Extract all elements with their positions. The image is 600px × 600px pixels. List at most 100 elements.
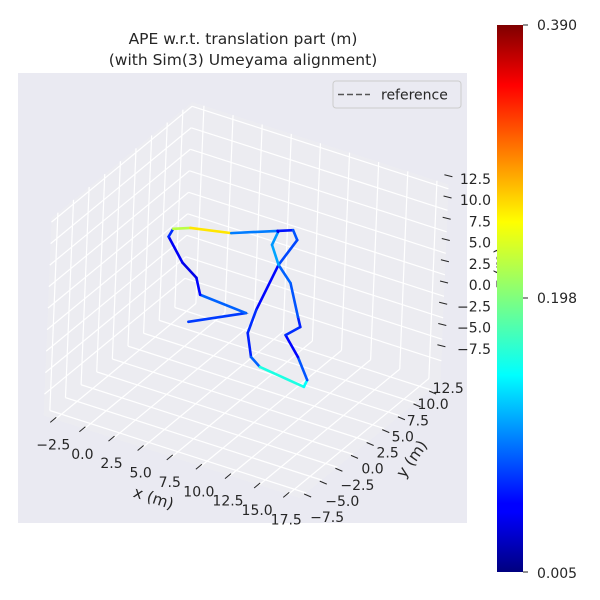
tick-mark xyxy=(350,454,359,459)
z-tick-label: 12.5 xyxy=(460,172,491,188)
gridline-x-wall xyxy=(370,161,380,360)
tick-mark xyxy=(438,323,447,327)
trajectory-segment xyxy=(254,263,280,312)
chart-title-line1: APE w.r.t. translation part (m) xyxy=(129,30,358,48)
tick-mark xyxy=(443,195,452,199)
gridline-x-wall xyxy=(282,133,292,332)
z-tick-label: −5.0 xyxy=(457,321,491,337)
trajectory-segment xyxy=(276,229,280,234)
chart-title-line2: (with Sim(3) Umeyama alignment) xyxy=(109,51,378,69)
x-tick-label: 0.0 xyxy=(71,447,93,463)
y-tick-label: 7.5 xyxy=(407,413,429,429)
tick-labels: −2.50.02.55.07.510.012.515.017.5 −7.5−5.0… xyxy=(36,172,491,529)
gridline-y-wall xyxy=(143,135,153,334)
gridline-x-floor xyxy=(258,368,401,486)
tick-mark xyxy=(335,467,343,472)
tick-mark xyxy=(444,174,453,178)
z-tick-label: 5.0 xyxy=(469,236,491,252)
tick-mark xyxy=(137,445,144,451)
gridline-y-floor xyxy=(143,332,401,417)
gridline-x-floor xyxy=(142,331,284,448)
gridline-z-back xyxy=(191,105,449,190)
tick-mark xyxy=(224,473,232,480)
tick-mark xyxy=(49,417,57,423)
gridline-x-floor xyxy=(287,378,430,495)
gridline-z-left xyxy=(45,234,188,352)
gridline-x-floor xyxy=(83,312,226,430)
gridline-y-floor xyxy=(49,409,307,494)
gridline-z-left xyxy=(50,127,192,245)
tick-mark xyxy=(428,390,437,395)
trajectory-segment xyxy=(171,226,192,231)
gridline-z-back xyxy=(189,170,446,254)
y-tick-label: 12.5 xyxy=(433,381,464,397)
colorbar-tick-label-max: 0.390 xyxy=(537,18,577,34)
legend-box xyxy=(332,80,462,109)
tick-mark xyxy=(442,216,451,220)
tick-marks xyxy=(49,174,453,498)
trajectory-segment xyxy=(289,281,300,319)
trajectory-segment xyxy=(296,355,309,382)
z-tick-label: 10.0 xyxy=(460,193,491,209)
tick-mark xyxy=(397,416,406,421)
z-tick-label: 2.5 xyxy=(469,257,491,273)
z-tick-label: −2.5 xyxy=(457,299,491,315)
tick-mark xyxy=(382,429,390,434)
gridline-z-left xyxy=(49,148,191,266)
tick-mark xyxy=(439,280,449,284)
gridline-x-floor xyxy=(171,340,313,458)
x-tick-label: 12.5 xyxy=(212,494,243,510)
x-tick-label: 2.5 xyxy=(100,456,122,472)
gridline-y-floor xyxy=(65,397,322,481)
z-tick-label: 7.5 xyxy=(469,214,491,230)
trajectory-segment xyxy=(270,230,280,247)
colorbar-tick-label-min: 0.005 xyxy=(537,566,577,582)
gridline-x-wall xyxy=(224,115,234,313)
y-tick-label: 2.5 xyxy=(377,446,399,462)
gridline-x-wall xyxy=(399,171,409,370)
gridline-y-floor xyxy=(112,358,369,443)
gridline-z-left xyxy=(47,191,189,309)
gridline-y-wall xyxy=(64,199,75,398)
trajectory-segment xyxy=(246,308,258,335)
tick-mark xyxy=(108,435,115,442)
gridline-y-wall xyxy=(174,109,184,308)
gridline-y-wall xyxy=(80,186,90,385)
legend-label-reference: reference xyxy=(381,88,448,104)
gridline-x-wall xyxy=(253,124,263,323)
tick-mark xyxy=(319,480,327,485)
y-tick-label: −7.5 xyxy=(310,510,344,526)
gridline-z-left xyxy=(44,256,187,374)
gridline-z-back xyxy=(184,277,442,362)
trajectory-segment xyxy=(291,228,299,242)
gridline-y-floor xyxy=(96,371,354,455)
gridline-x-floor xyxy=(229,359,372,477)
x-tick-label: 7.5 xyxy=(159,475,181,491)
tick-mark xyxy=(366,442,374,446)
trajectory-segment xyxy=(229,229,279,235)
tick-mark xyxy=(441,238,450,242)
gridline-y-floor xyxy=(80,384,338,468)
gridline-z-back xyxy=(191,127,448,211)
trajectory-segment xyxy=(284,325,302,337)
left-wall-pane xyxy=(43,101,193,416)
y-tick-label: 5.0 xyxy=(392,429,414,445)
colorbar: 0.390 0.198 0.005 xyxy=(497,18,577,582)
gridline-y-floor xyxy=(174,306,432,391)
colorbar-tick-label-mid: 0.198 xyxy=(537,291,577,307)
gridline-z-back xyxy=(190,148,447,233)
legend: reference xyxy=(332,80,462,109)
tick-mark xyxy=(195,463,203,470)
y-tick-label: −2.5 xyxy=(340,478,374,494)
gridline-z-left xyxy=(48,170,190,288)
z-tick-label: −7.5 xyxy=(457,342,491,358)
estimated-trajectory xyxy=(167,226,309,389)
x-tick-label: 15.0 xyxy=(242,503,273,519)
trajectory-segment xyxy=(187,311,248,324)
tick-mark xyxy=(303,493,312,498)
tick-mark xyxy=(79,426,86,433)
y-tick-label: 10.0 xyxy=(417,397,448,413)
trajectory-segment xyxy=(195,276,202,297)
trajectory-segment xyxy=(249,355,262,369)
